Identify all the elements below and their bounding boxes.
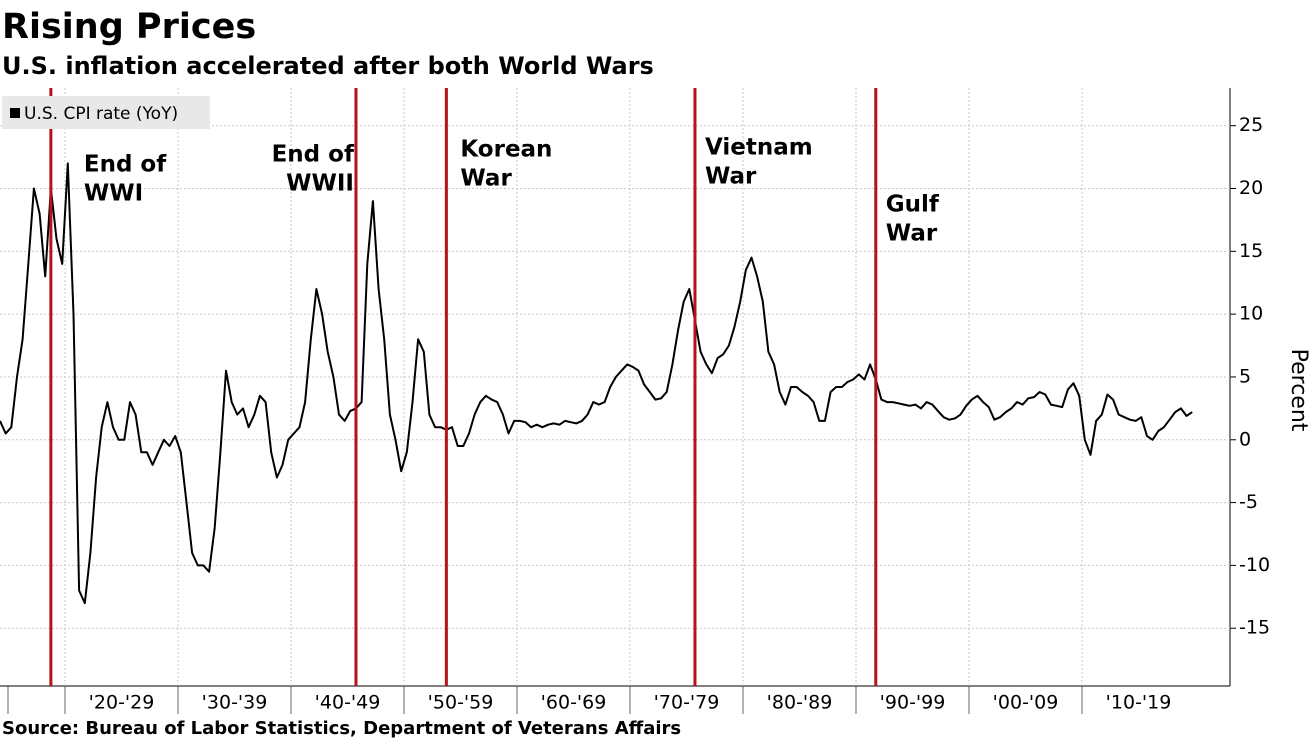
event-label: Gulf: [886, 192, 940, 218]
x-tick-label: '00-'09: [993, 692, 1059, 714]
event-label: Korean: [460, 137, 552, 163]
y-tick-label: -5: [1239, 491, 1258, 513]
y-tick-label: 5: [1239, 365, 1251, 387]
legend-swatch: [10, 108, 20, 118]
event-label: War: [460, 166, 512, 192]
plot-area: [0, 162, 1193, 605]
x-tick-label: '90-'99: [880, 692, 946, 714]
x-tick-label: '70-'79: [654, 692, 720, 714]
y-tick-label: 25: [1239, 114, 1263, 136]
x-tick-label: '80-'89: [767, 692, 833, 714]
event-label: War: [886, 221, 938, 247]
x-tick-label: '20-'29: [89, 692, 155, 714]
x-tick-label: '10-'19: [1106, 692, 1172, 714]
y-axis-title: Percent: [1286, 349, 1309, 432]
y-tick-label: 0: [1239, 428, 1251, 450]
y-tick-label: 15: [1239, 240, 1263, 262]
y-tick-label: 10: [1239, 303, 1263, 325]
event-label: WWII: [286, 171, 354, 197]
legend-label: U.S. CPI rate (YoY): [24, 104, 178, 124]
series-line: [0, 162, 1193, 605]
chart-subtitle: U.S. inflation accelerated after both Wo…: [2, 52, 654, 80]
event-label: Vietnam: [705, 135, 813, 161]
y-tick-label: 20: [1239, 177, 1263, 199]
chart-title: Rising Prices: [2, 7, 256, 47]
source-note: Source: Bureau of Labor Statistics, Depa…: [2, 718, 681, 739]
event-label: War: [705, 164, 757, 190]
x-tick-label: '30-'39: [202, 692, 268, 714]
y-tick-label: -10: [1239, 554, 1270, 576]
x-tick-label: '50-'59: [428, 692, 494, 714]
x-tick-label: '60-'69: [541, 692, 607, 714]
x-tick-label: '40-'49: [315, 692, 381, 714]
legend-box: [2, 96, 210, 129]
event-label: End of: [84, 152, 167, 178]
y-tick-label: -15: [1239, 617, 1270, 639]
event-label: WWI: [84, 181, 143, 207]
event-label: End of: [272, 142, 355, 168]
